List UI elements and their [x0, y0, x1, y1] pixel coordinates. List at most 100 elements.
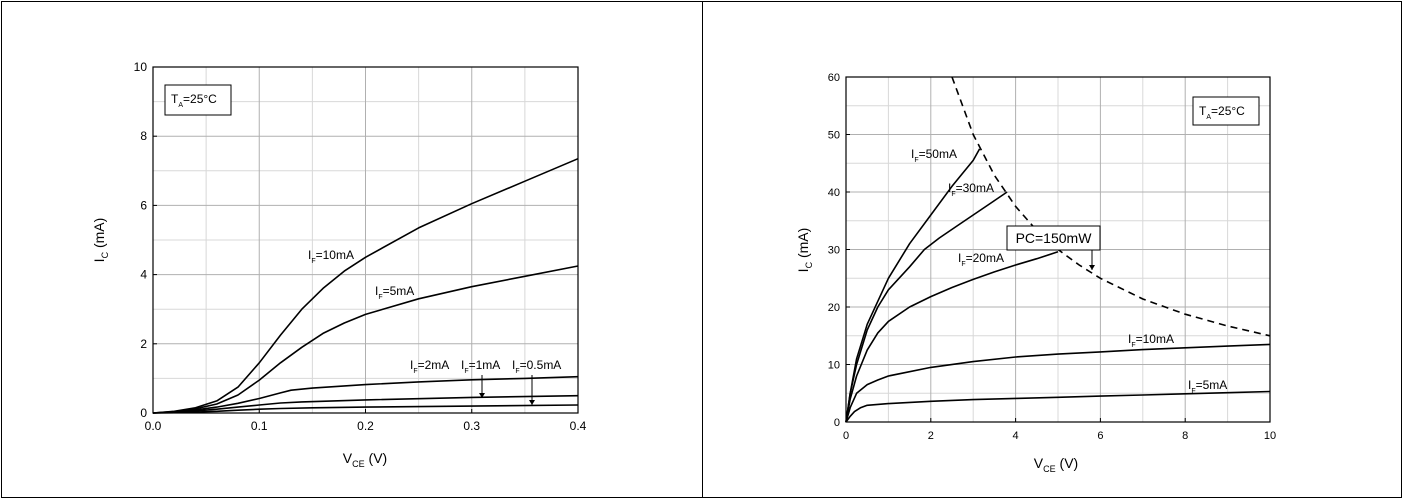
series-label: IF=20mA — [958, 251, 1004, 268]
panel-divider — [702, 1, 703, 498]
power-limit-curve — [951, 76, 1271, 337]
series-label: IF=50mA — [911, 147, 957, 164]
power-limit-box — [1006, 225, 1101, 251]
x-axis-label-sub: CE — [1043, 464, 1056, 474]
y-tick-label: 0 — [834, 417, 840, 429]
x-axis-label: VCE (V) — [343, 450, 387, 469]
x-tick-label: 0.1 — [251, 419, 268, 433]
series-line-if-20ma — [845, 251, 1059, 423]
condition-label-rest: =25°C — [1211, 104, 1245, 118]
series-line-if-50ma — [845, 148, 981, 423]
series-line-if-5ma — [152, 265, 579, 414]
condition-label-sub: A — [1206, 114, 1211, 121]
series-label-main: I — [512, 358, 515, 372]
x-axis-label-rest: (V) — [1056, 455, 1079, 471]
series-label-main: I — [461, 358, 464, 372]
condition-box — [164, 84, 232, 116]
condition-box — [1192, 96, 1260, 126]
series-line-if-0-5ma — [152, 404, 579, 414]
y-tick-label: 10 — [134, 60, 148, 74]
series-label-sub: F — [914, 157, 918, 164]
y-axis-label-rest: (mA) — [795, 228, 811, 262]
series-label: IF=30mA — [948, 181, 994, 198]
condition-label-main: T — [1199, 104, 1207, 118]
series-label-main: I — [1188, 378, 1191, 392]
y-tick-label: 2 — [140, 337, 147, 351]
y-tick-label: 60 — [828, 72, 840, 84]
series-label-sub: F — [378, 294, 382, 301]
series-label-rest: =5mA — [1196, 378, 1228, 392]
series-label-rest: =5mA — [383, 284, 415, 298]
x-axis-label: VCE (V) — [1034, 455, 1078, 474]
power-limit-arrowhead — [1089, 265, 1095, 270]
series-label-main: I — [911, 147, 914, 161]
pointer-arrowhead — [479, 393, 485, 398]
condition-label-main: T — [171, 92, 179, 106]
series-label: IF=10mA — [308, 248, 354, 265]
y-tick-label: 10 — [828, 360, 840, 372]
y-axis-label-main: I — [795, 268, 811, 272]
series-label-sub: F — [413, 368, 417, 375]
series-label: IF=5mA — [375, 284, 414, 301]
x-tick-label: 0.0 — [145, 419, 162, 433]
y-axis-label: IC (mA) — [91, 218, 110, 263]
series-label-rest: =0.5mA — [520, 358, 562, 372]
y-tick-label: 30 — [828, 245, 840, 257]
y-tick-label: 20 — [828, 302, 840, 314]
pointer-arrowhead — [529, 400, 535, 405]
y-tick-label: 50 — [828, 130, 840, 142]
series-label-rest: =10mA — [316, 248, 354, 262]
series-label: IF=5mA — [1188, 378, 1227, 395]
y-tick-label: 8 — [140, 129, 147, 143]
y-axis-label-sub: C — [804, 261, 814, 268]
series-label-sub: F — [951, 191, 955, 198]
series-label-main: I — [375, 284, 378, 298]
series-label-sub: F — [1131, 342, 1135, 349]
series-label-rest: =2mA — [418, 358, 450, 372]
x-axis-label-main: V — [343, 450, 353, 466]
condition-label-rest: =25°C — [183, 92, 217, 106]
x-tick-label: 0.4 — [570, 419, 587, 433]
x-axis-label-sub: CE — [352, 459, 365, 469]
x-tick-label: 6 — [1097, 430, 1103, 442]
series-label-main: I — [308, 248, 311, 262]
condition-label-sub: A — [178, 102, 183, 109]
series-label-main: I — [948, 181, 951, 195]
series-label-rest: =10mA — [1136, 332, 1174, 346]
x-tick-label: 10 — [1264, 430, 1276, 442]
series-line-if-2ma — [152, 375, 579, 414]
condition-label: TA=25°C — [171, 92, 217, 109]
series-label-rest: =1mA — [469, 358, 501, 372]
series-line-if-30ma — [845, 191, 1008, 423]
y-axis-label-rest: (mA) — [91, 218, 107, 252]
series-line-if-1ma — [152, 394, 579, 414]
series-label-main: I — [1128, 332, 1131, 346]
x-tick-label: 0 — [843, 430, 849, 442]
series-label-main: I — [958, 251, 961, 265]
y-tick-label: 4 — [140, 268, 147, 282]
series-line-if-10ma — [845, 343, 1271, 423]
series-label: IF=1mA — [461, 358, 500, 375]
series-label-main: I — [410, 358, 413, 372]
power-limit-label: PC=150mW — [1016, 230, 1093, 246]
y-tick-label: 40 — [828, 187, 840, 199]
series-label: IF=0.5mA — [512, 358, 561, 375]
condition-label: TA=25°C — [1199, 104, 1245, 121]
x-axis-label-rest: (V) — [365, 450, 388, 466]
series-label-sub: F — [464, 368, 468, 375]
x-tick-label: 4 — [1013, 430, 1019, 442]
x-axis-label-main: V — [1034, 455, 1044, 471]
series-label-sub: F — [311, 258, 315, 265]
y-axis-label: IC (mA) — [795, 228, 814, 273]
y-tick-label: 0 — [140, 406, 147, 420]
series-line-if-10ma — [152, 157, 579, 414]
series-label-rest: =30mA — [956, 181, 994, 195]
x-tick-label: 0.2 — [357, 419, 374, 433]
x-tick-label: 8 — [1182, 430, 1188, 442]
x-tick-label: 2 — [928, 430, 934, 442]
x-tick-label: 0.3 — [463, 419, 480, 433]
